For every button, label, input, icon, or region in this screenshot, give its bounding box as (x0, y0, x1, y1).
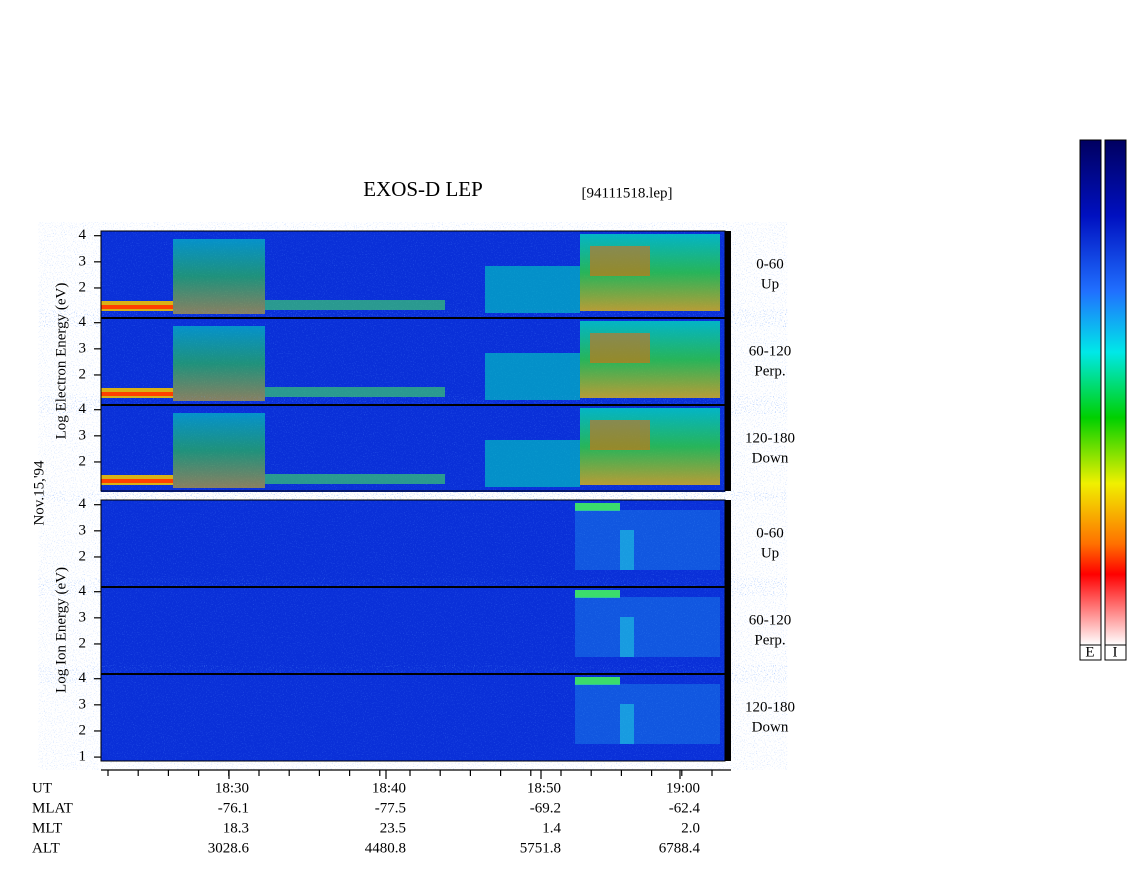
row-value: 23.5 (380, 820, 406, 836)
direction-label: Perp. (754, 363, 785, 379)
y-tick-label: 4 (79, 670, 87, 686)
angle-label: 60-120 (749, 612, 792, 628)
feature (575, 510, 720, 570)
feature (485, 440, 580, 487)
direction-label: Perp. (754, 632, 785, 648)
feature (173, 326, 265, 401)
y-tick-label: 4 (79, 314, 87, 330)
y-tick-label: 2 (79, 635, 87, 651)
feature (173, 413, 265, 488)
feature (485, 353, 580, 400)
direction-label: Down (752, 719, 789, 735)
colorbar-label: E (1085, 644, 1094, 660)
y-tick-label: 2 (79, 453, 87, 469)
direction-label: Down (752, 450, 789, 466)
direction-label: Up (761, 545, 779, 561)
date-label: Nov.15,'94 (31, 460, 47, 526)
row-value: -62.4 (669, 800, 701, 816)
feature (620, 704, 634, 744)
row-label: MLAT (32, 800, 73, 816)
feature (265, 300, 445, 310)
electron-axis-label: Log Electron Energy (eV) (53, 283, 69, 440)
colorbar (1104, 139, 1127, 646)
row-value: 3028.6 (208, 840, 250, 856)
feature (590, 420, 650, 450)
row-value: -76.1 (218, 800, 249, 816)
y-tick-label: 3 (79, 696, 87, 712)
y-tick-label: 4 (79, 496, 87, 512)
feature (590, 333, 650, 363)
feature (101, 392, 173, 396)
y-tick-label: 2 (79, 548, 87, 564)
colorbar-label-box (1079, 644, 1102, 661)
y-tick-label: 1 (79, 749, 87, 765)
row-label: UT (32, 780, 52, 796)
row-value: 18:30 (215, 780, 249, 796)
row-value: 5751.8 (520, 840, 561, 856)
y-tick-label: 2 (79, 366, 87, 382)
row-value: 19:00 (666, 780, 700, 796)
row-label: ALT (32, 840, 60, 856)
row-value: 6788.4 (659, 840, 701, 856)
y-tick-label: 3 (79, 522, 87, 538)
feature (485, 266, 580, 313)
file-name: [94111518.lep] (582, 185, 673, 201)
feature (575, 597, 720, 657)
y-tick-label: 2 (79, 279, 87, 295)
feature (101, 305, 173, 309)
feature (620, 617, 634, 657)
y-tick-label: 3 (79, 427, 87, 443)
direction-label: Up (761, 276, 779, 292)
feature (101, 479, 173, 483)
row-value: 1.4 (542, 820, 561, 836)
row-value: -69.2 (530, 800, 561, 816)
row-value: 18:40 (372, 780, 406, 796)
row-label: MLT (32, 820, 62, 836)
feature (575, 684, 720, 744)
feature (590, 246, 650, 276)
row-value: 2.0 (681, 820, 700, 836)
row-value: -77.5 (375, 800, 406, 816)
feature (575, 677, 620, 685)
frame-edge (725, 231, 731, 491)
angle-label: 0-60 (756, 256, 784, 272)
row-value: 18.3 (223, 820, 249, 836)
colorbar (1079, 139, 1102, 646)
feature (265, 387, 445, 397)
y-tick-label: 4 (79, 401, 87, 417)
colorbar-label-box (1104, 644, 1127, 661)
feature (173, 239, 265, 314)
angle-label: 0-60 (756, 525, 784, 541)
y-tick-label: 4 (79, 583, 87, 599)
angle-label: 120-180 (745, 430, 795, 446)
angle-label: 60-120 (749, 343, 792, 359)
y-tick-label: 3 (79, 340, 87, 356)
row-value: 18:50 (527, 780, 561, 796)
feature (575, 503, 620, 511)
feature (265, 474, 445, 484)
angle-label: 120-180 (745, 699, 795, 715)
y-tick-label: 3 (79, 253, 87, 269)
ion-frame (100, 499, 726, 762)
title: EXOS-D LEP (363, 177, 483, 201)
row-value: 4480.8 (365, 840, 406, 856)
y-tick-label: 4 (79, 227, 87, 243)
colorbar-label: I (1113, 644, 1118, 660)
y-tick-label: 3 (79, 609, 87, 625)
y-tick-label: 2 (79, 722, 87, 738)
feature (575, 590, 620, 598)
frame-edge (725, 500, 731, 761)
feature (620, 530, 634, 570)
ion-axis-label: Log Ion Energy (eV) (53, 567, 69, 693)
